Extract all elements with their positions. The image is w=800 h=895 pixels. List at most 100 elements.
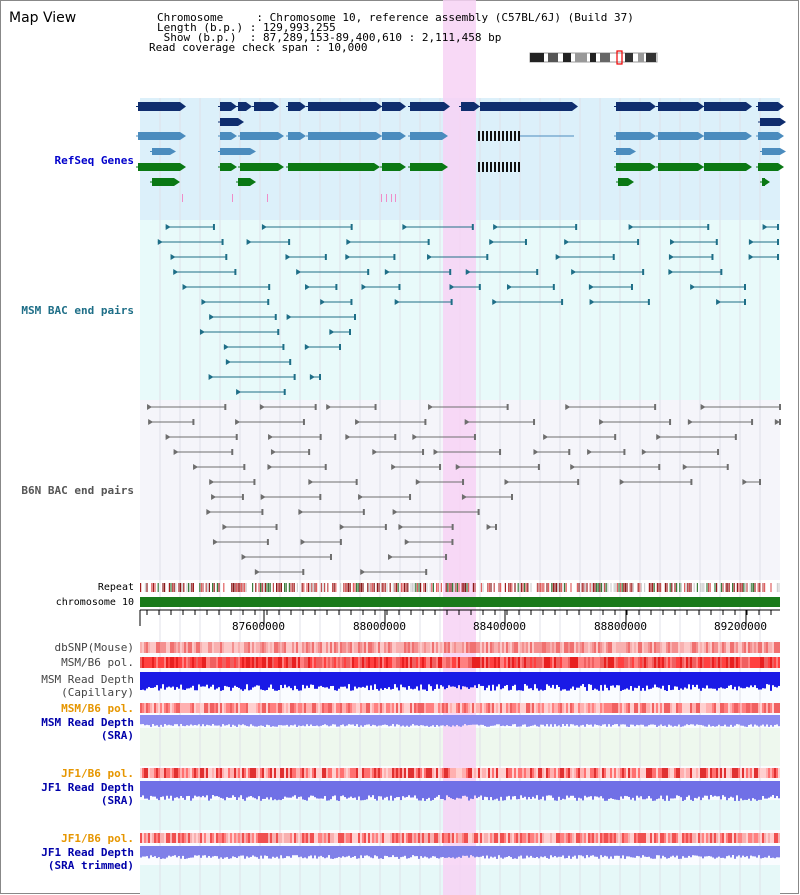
repeat-mark — [180, 583, 182, 592]
heat-cell — [730, 642, 732, 653]
exon-tick — [486, 131, 488, 141]
heat-cell — [472, 642, 474, 653]
bac-end-marker — [302, 569, 305, 575]
bac-end-marker — [329, 554, 332, 560]
read-depth-bar — [288, 846, 290, 857]
heat-cell — [584, 833, 586, 843]
track-label-b6n-bac[interactable]: B6N BAC end pairs — [21, 484, 134, 497]
read-depth-bar — [596, 715, 598, 725]
heat-cell — [568, 642, 570, 653]
read-depth-bar — [212, 781, 214, 796]
heat-cell — [288, 768, 290, 778]
heat-cell — [746, 657, 748, 668]
heat-cell — [496, 642, 498, 653]
heat-cell — [732, 703, 734, 713]
repeat-mark — [144, 583, 146, 592]
gene-strand-arrow — [442, 132, 448, 140]
heat-cell — [590, 642, 592, 653]
read-depth-bar — [322, 715, 324, 726]
heat-cell — [588, 703, 590, 713]
read-depth-bar — [602, 672, 604, 691]
read-depth-bar — [750, 781, 752, 801]
heat-cell — [472, 657, 474, 668]
heat-cell — [392, 768, 394, 778]
bac-end-marker — [477, 509, 480, 515]
heat-cell — [164, 833, 166, 843]
heat-cell — [346, 657, 348, 668]
heat-cell — [632, 642, 634, 653]
heat-cell — [774, 657, 776, 668]
read-depth-bar — [768, 715, 770, 727]
heat-cell — [714, 768, 716, 778]
heat-cell — [146, 642, 148, 653]
heat-cell — [564, 833, 566, 843]
heat-cell — [200, 642, 202, 653]
heat-cell — [204, 768, 206, 778]
read-depth-bar — [742, 781, 744, 801]
heat-cell — [276, 768, 278, 778]
track-label-msm-bac[interactable]: MSM BAC end pairs — [21, 304, 134, 317]
heat-cell — [534, 703, 536, 713]
heat-cell — [256, 703, 258, 713]
read-depth-bar — [658, 672, 660, 688]
read-depth-bar — [748, 846, 750, 859]
read-depth-bar — [476, 846, 478, 857]
gene-strand-arrow — [746, 132, 752, 140]
read-depth-bar — [244, 715, 246, 726]
heat-cell — [520, 703, 522, 713]
heat-cell — [498, 703, 500, 713]
heat-cell — [720, 833, 722, 843]
repeat-mark — [354, 583, 356, 592]
heat-cell — [730, 768, 732, 778]
bac-end-marker — [543, 434, 549, 440]
read-depth-bar — [284, 781, 286, 797]
heat-cell — [664, 833, 666, 843]
read-depth-bar — [446, 715, 448, 725]
heat-cell — [702, 642, 704, 653]
heat-cell — [168, 642, 170, 653]
heat-cell — [316, 768, 318, 778]
heat-cell — [264, 833, 266, 843]
heat-cell — [298, 768, 300, 778]
heat-cell — [216, 657, 218, 668]
read-depth-bar — [568, 781, 570, 798]
heat-cell — [506, 657, 508, 668]
read-depth-bar — [656, 846, 658, 856]
heat-cell — [386, 703, 388, 713]
heat-cell — [250, 657, 252, 668]
heat-cell — [486, 703, 488, 713]
heat-cell — [472, 833, 474, 843]
read-depth-bar — [510, 715, 512, 727]
heat-cell — [560, 657, 562, 668]
gene-strand-arrow — [231, 163, 237, 171]
read-depth-bar — [676, 672, 678, 687]
heat-cell — [586, 703, 588, 713]
heat-cell — [300, 703, 302, 713]
read-depth-bar — [522, 846, 524, 859]
read-depth-bar — [744, 715, 746, 727]
read-depth-bar — [250, 846, 252, 857]
heat-cell — [330, 833, 332, 843]
heat-cell — [240, 657, 242, 668]
heat-cell — [744, 657, 746, 668]
read-depth-bar — [322, 781, 324, 799]
heat-cell — [148, 703, 150, 713]
heat-cell — [674, 703, 676, 713]
heat-cell — [442, 703, 444, 713]
heat-cell — [158, 703, 160, 713]
read-depth-bar — [314, 846, 316, 856]
read-depth-bar — [262, 715, 264, 726]
track-label-refseq[interactable]: RefSeq Genes — [54, 154, 134, 167]
exon-tick — [514, 131, 516, 141]
read-depth-bar — [376, 781, 378, 801]
repeat-mark — [629, 583, 631, 592]
read-depth-bar — [194, 846, 196, 856]
heat-cell — [722, 833, 724, 843]
read-depth-bar — [288, 672, 290, 687]
heat-cell — [356, 833, 358, 843]
read-depth-bar — [346, 846, 348, 857]
heat-cell — [682, 833, 684, 843]
heat-cell — [198, 657, 200, 668]
bac-end-marker — [319, 374, 321, 380]
